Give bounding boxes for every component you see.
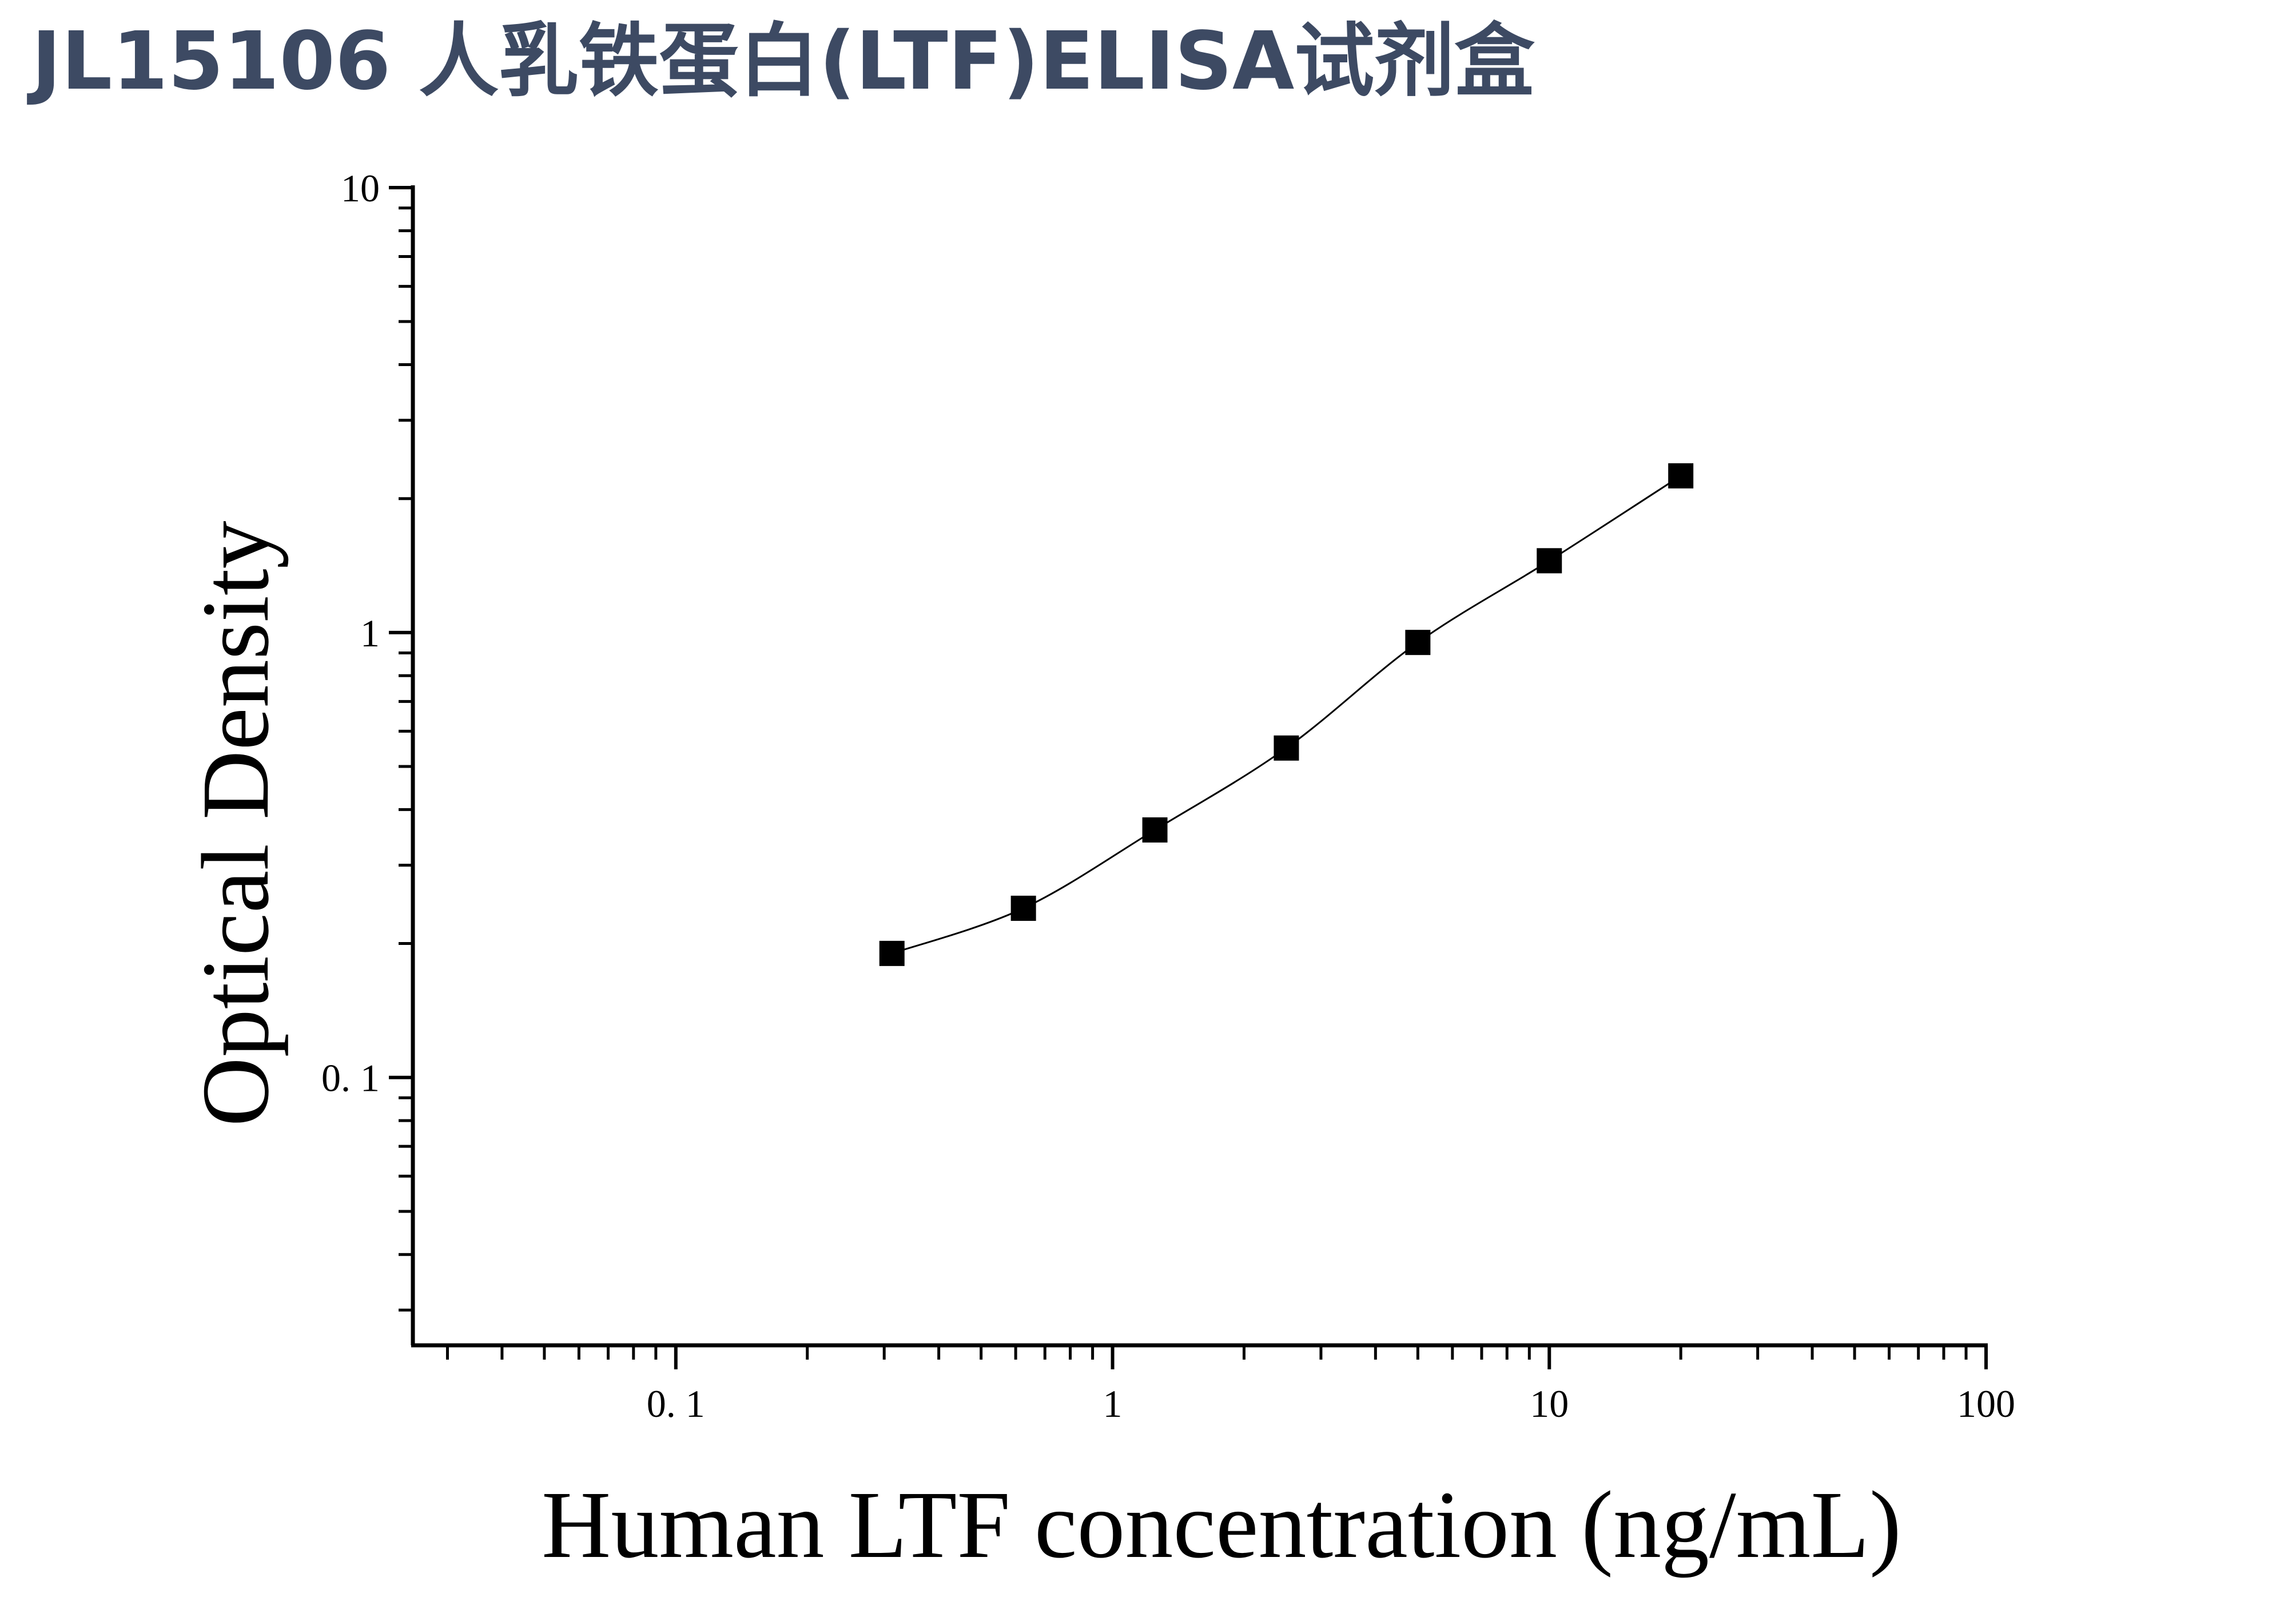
x-tick-label: 10: [1530, 1382, 1569, 1425]
data-point: [1668, 463, 1694, 488]
x-tick-label: 1: [1103, 1382, 1123, 1425]
y-tick-label: 1: [360, 611, 380, 655]
data-point: [1142, 817, 1168, 843]
x-tick-label: 0. 1: [647, 1382, 705, 1425]
data-point: [879, 940, 905, 966]
axes: [411, 185, 1988, 1348]
y-tick-label: 10: [341, 166, 380, 210]
y-tick-label: 0. 1: [321, 1056, 380, 1100]
y-axis-title: Optical Density: [182, 521, 289, 1126]
x-tick-label: 100: [1957, 1382, 2015, 1425]
data-point: [1274, 735, 1299, 761]
fit-curve: [892, 475, 1681, 955]
data-point: [1405, 630, 1431, 655]
page-title: JL15106 人乳铁蛋白(LTF)ELISA试剂盒: [31, 15, 1535, 108]
data-points: [879, 463, 1694, 966]
data-point: [1537, 548, 1562, 574]
x-axis-title: Human LTF concentration (ng/mL): [542, 1472, 1901, 1578]
x-axis-ticks: 0. 1 1 10 100: [445, 1345, 2015, 1425]
y-axis-ticks: 0. 1 1 10: [321, 166, 413, 1312]
data-point: [1010, 895, 1036, 921]
